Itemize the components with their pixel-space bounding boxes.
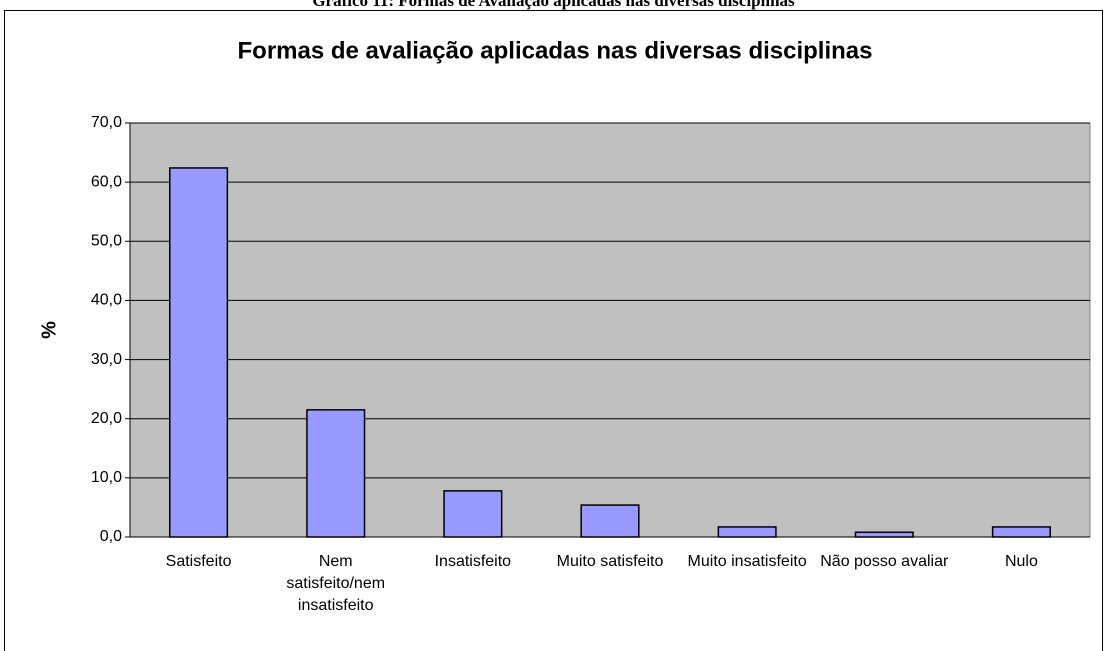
bar [580, 504, 640, 538]
bar [991, 526, 1051, 538]
y-tick-label: 10,0 [91, 469, 122, 486]
y-tick-label: 20,0 [91, 410, 122, 427]
y-tick-label: 50,0 [91, 233, 122, 250]
figure-caption: Gráfico 11: Formas de Avaliação aplicada… [312, 0, 795, 10]
y-tick-label: 30,0 [91, 351, 122, 368]
x-tick-label: Não posso avaliar [820, 553, 949, 570]
x-tick-label: Nulo [1004, 553, 1038, 570]
y-tick-label: 40,0 [91, 292, 122, 309]
x-tick-label: Insatisfeito [434, 553, 512, 570]
bar [169, 167, 229, 538]
y-tick-label: 0,0 [100, 528, 122, 545]
bar [854, 531, 914, 538]
x-tick-label: Muito satisfeito [556, 553, 664, 570]
y-tick-label: 60,0 [91, 173, 122, 190]
x-tick-label: Muito insatisfeito [687, 553, 807, 570]
bar [717, 526, 777, 538]
y-tick-label: 70,0 [91, 114, 122, 131]
chart-title: Formas de avaliação aplicadas nas divers… [238, 37, 873, 64]
plot-area [129, 122, 1091, 538]
y-axis-label: % [38, 321, 60, 339]
bar [443, 490, 503, 538]
bar [306, 409, 366, 538]
x-tick-label: Nem satisfeito/nem insatisfeito [286, 553, 386, 614]
x-tick-label: Satisfeito [165, 553, 232, 570]
